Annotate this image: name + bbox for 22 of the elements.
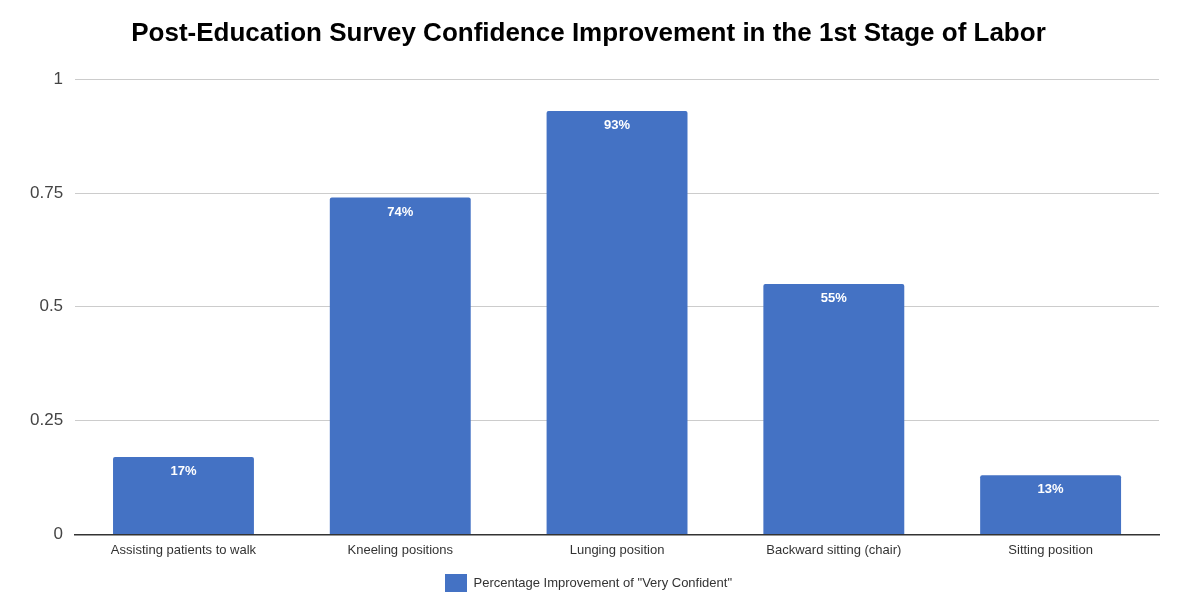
y-tick-label: 0.5 bbox=[39, 296, 64, 316]
data-label: 55% bbox=[820, 290, 848, 306]
bar bbox=[546, 111, 688, 534]
legend-label: Percentage Improvement of "Very Confident" bbox=[473, 574, 733, 590]
y-tick-label: 0.75 bbox=[29, 182, 64, 202]
bar bbox=[329, 197, 471, 534]
x-tick-label: Kneeling positions bbox=[347, 541, 454, 557]
x-tick-label: Assisting patients to walk bbox=[110, 541, 257, 557]
x-tick-label: Sitting position bbox=[1008, 541, 1093, 557]
data-label: 13% bbox=[1037, 481, 1065, 497]
bar bbox=[980, 475, 1122, 534]
x-tick-label: Backward sitting (chair) bbox=[766, 541, 902, 557]
bar bbox=[763, 284, 905, 534]
data-label: 74% bbox=[387, 203, 414, 219]
x-tick-label: Lunging position bbox=[569, 541, 665, 557]
data-label: 93% bbox=[604, 117, 631, 133]
y-tick-label: 1 bbox=[53, 68, 64, 88]
y-tick-label: 0.25 bbox=[29, 410, 64, 430]
chart-title: Post-Education Survey Confidence Improvement in the 1st Stage of Labor bbox=[131, 16, 1046, 47]
bar bbox=[113, 457, 254, 534]
data-label: 17% bbox=[170, 463, 197, 479]
y-tick-label: 0 bbox=[53, 524, 64, 544]
